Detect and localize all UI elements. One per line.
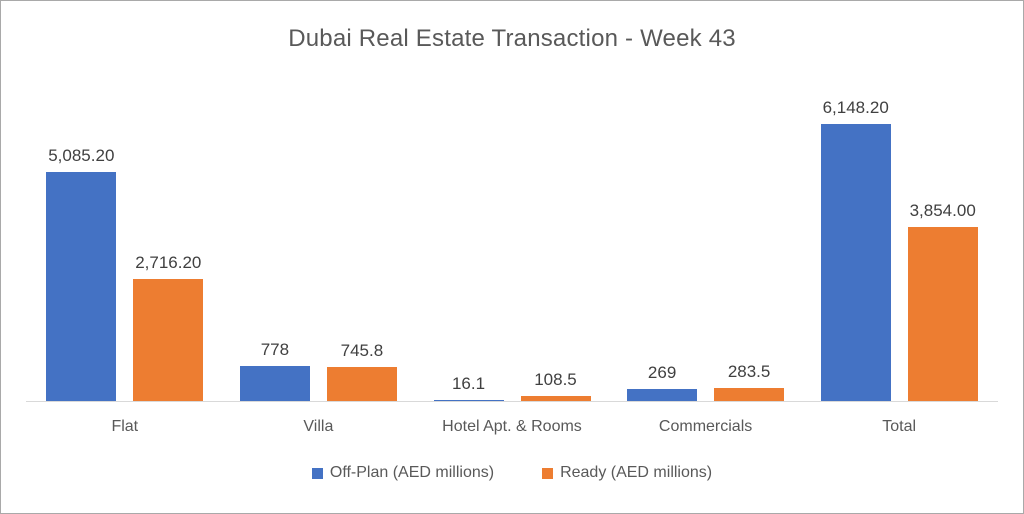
category-label-2: Hotel Apt. & Rooms	[442, 418, 582, 435]
plot-area: 5,085.20 778 16.1 269 6,148.20 2,716.20 745.8 1…	[26, 98, 998, 402]
bar-ready-0[interactable]	[133, 278, 204, 401]
bar-ready-1[interactable]	[326, 367, 397, 401]
data-label-ready-0: 2,716.20	[135, 252, 202, 272]
category-label-0: Flat	[111, 418, 139, 435]
data-label-offplan-2: 16.1	[451, 374, 486, 394]
data-label-offplan-3: 269	[647, 362, 677, 382]
data-label-offplan-4: 6,148.20	[822, 98, 889, 117]
bar-offplan-3[interactable]	[627, 388, 698, 401]
legend: Off-Plan (AED millions) Ready (AED milli…	[1, 464, 1023, 482]
data-label-ready-1: 745.8	[340, 341, 384, 361]
x-axis-line	[26, 401, 998, 402]
category-axis: Flat Villa Hotel Apt. & Rooms Commercials To…	[28, 418, 996, 436]
category-label-4: Total	[882, 418, 917, 435]
category-label-1: Villa	[303, 418, 334, 435]
category-label-3: Commercials	[658, 418, 753, 435]
data-label-offplan-0: 5,085.20	[48, 145, 115, 165]
bar-ready-4[interactable]	[907, 227, 978, 401]
legend-item-ready[interactable]: Ready (AED millions)	[542, 464, 712, 482]
legend-swatch-ready-icon	[542, 467, 554, 479]
legend-item-offplan[interactable]: Off-Plan (AED millions)	[311, 464, 495, 482]
bar-offplan-2[interactable]	[433, 400, 504, 401]
data-label-ready-3: 283.5	[727, 362, 771, 382]
bar-ready-2[interactable]	[520, 396, 591, 401]
legend-label-offplan: Off-Plan (AED millions)	[329, 464, 495, 481]
legend-label-ready: Ready (AED millions)	[560, 464, 713, 481]
legend-swatch-offplan-icon	[311, 467, 323, 479]
bar-offplan-4[interactable]	[820, 124, 891, 401]
data-label-offplan-1: 778	[260, 339, 290, 359]
data-label-ready-4: 3,854.00	[909, 201, 976, 221]
bar-ready-3[interactable]	[714, 388, 785, 401]
chart-title: Dubai Real Estate Transaction - Week 43	[288, 25, 736, 52]
data-label-ready-2: 108.5	[534, 370, 577, 390]
bar-offplan-0[interactable]	[46, 171, 117, 401]
bar-offplan-1[interactable]	[239, 365, 310, 401]
